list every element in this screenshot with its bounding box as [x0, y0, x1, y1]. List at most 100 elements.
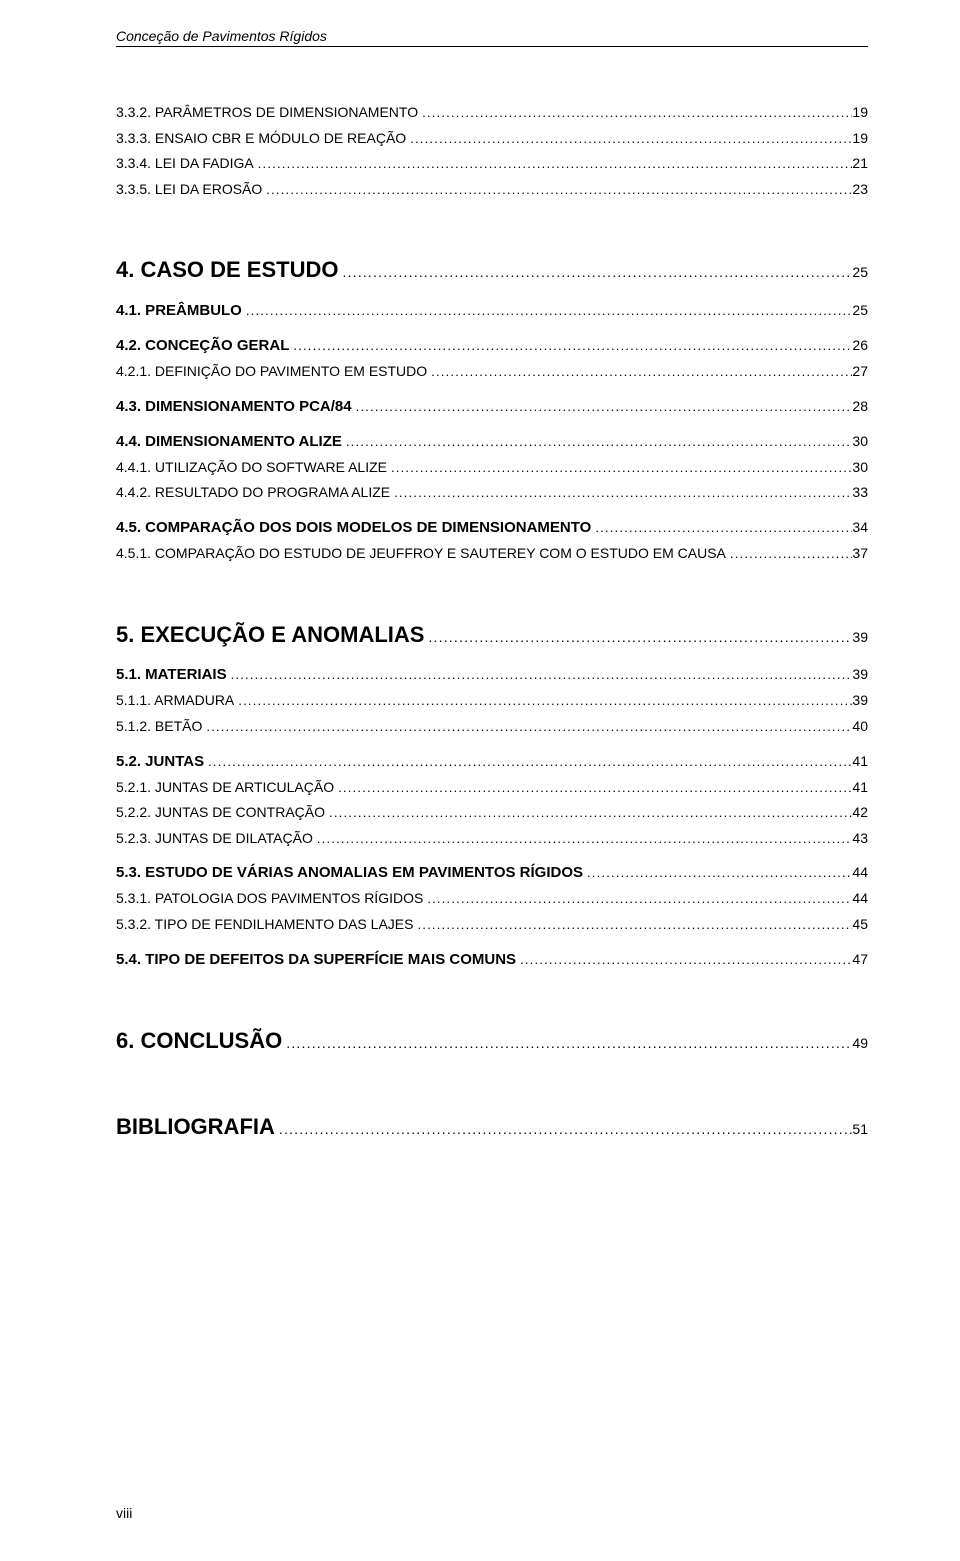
toc-leader: ........................................…: [423, 890, 852, 908]
toc-entry: 4.5. COMPARAÇÃO DOS DOIS MODELOS DE DIME…: [116, 517, 868, 538]
toc-leader: ........................................…: [254, 155, 853, 173]
toc-entry: 4.1. PREÂMBULO..........................…: [116, 300, 868, 321]
toc-entry-label: 5.3.1. PATOLOGIA DOS PAVIMENTOS RÍGIDOS: [116, 889, 423, 909]
toc-entry-label: 5.4. TIPO DE DEFEITOS DA SUPERFÍCIE MAIS…: [116, 949, 516, 970]
toc-entry: 3.3.4. LEI DA FADIGA....................…: [116, 154, 868, 174]
toc-entry-label: 4.3. DIMENSIONAMENTO PCA/84: [116, 396, 352, 417]
toc-entry: 6. CONCLUSÃO............................…: [116, 1026, 868, 1057]
toc-entry-page: 30: [852, 432, 868, 452]
toc-entry-page: 47: [852, 950, 868, 970]
toc-entry-label: 4.2. CONCEÇÃO GERAL: [116, 335, 289, 356]
toc-entry-page: 19: [852, 129, 868, 149]
toc-entry-page: 30: [852, 458, 868, 478]
toc-entry: 5.2.1. JUNTAS DE ARTICULAÇÃO............…: [116, 778, 868, 798]
toc-entry: 5.3. ESTUDO DE VÁRIAS ANOMALIAS EM PAVIM…: [116, 862, 868, 883]
toc-entry: 4.3. DIMENSIONAMENTO PCA/84.............…: [116, 396, 868, 417]
toc-entry: 5.2.3. JUNTAS DE DILATAÇÃO..............…: [116, 829, 868, 849]
toc-entry: 5.3.1. PATOLOGIA DOS PAVIMENTOS RÍGIDOS.…: [116, 889, 868, 909]
toc-entry-label: 5.2.2. JUNTAS DE CONTRAÇÃO: [116, 803, 325, 823]
toc-entry-label: 5.2. JUNTAS: [116, 751, 204, 772]
toc-leader: ........................................…: [583, 864, 852, 882]
toc-entry-page: 33: [852, 483, 868, 503]
toc-entry-label: 5.1.1. ARMADURA: [116, 691, 234, 711]
toc-entry-label: 4.2.1. DEFINIÇÃO DO PAVIMENTO EM ESTUDO: [116, 362, 427, 382]
toc-entry-page: 42: [852, 803, 868, 823]
toc-entry: 5.2.2. JUNTAS DE CONTRAÇÃO..............…: [116, 803, 868, 823]
toc-leader: ........................................…: [202, 718, 852, 736]
toc-entry-label: 4.5. COMPARAÇÃO DOS DOIS MODELOS DE DIME…: [116, 517, 591, 538]
toc-leader: ........................................…: [313, 830, 853, 848]
toc-entry-label: 5.3.2. TIPO DE FENDILHAMENTO DAS LAJES: [116, 915, 413, 935]
toc-entry-label: 5.1. MATERIAIS: [116, 664, 227, 685]
toc-entry-page: 34: [852, 518, 868, 538]
toc-leader: ........................................…: [242, 302, 853, 320]
footer-page-number: viii: [116, 1505, 132, 1521]
toc-entry: 3.3.3. ENSAIO CBR E MÓDULO DE REAÇÃO....…: [116, 129, 868, 149]
document-page: Conceção de Pavimentos Rígidos 3.3.2. PA…: [0, 0, 960, 1561]
toc-entry-label: 4.1. PREÂMBULO: [116, 300, 242, 321]
toc-leader: ........................................…: [262, 181, 852, 199]
toc-leader: ........................................…: [591, 519, 852, 537]
toc-entry-page: 49: [852, 1034, 868, 1054]
toc-entry-label: 4.4.2. RESULTADO DO PROGRAMA ALIZE: [116, 483, 390, 503]
toc-entry-label: 5.2.3. JUNTAS DE DILATAÇÃO: [116, 829, 313, 849]
toc-entry: 4.2. CONCEÇÃO GERAL.....................…: [116, 335, 868, 356]
toc-entry-label: 3.3.3. ENSAIO CBR E MÓDULO DE REAÇÃO: [116, 129, 406, 149]
toc-leader: ........................................…: [275, 1120, 853, 1140]
toc-entry: 5.1. MATERIAIS..........................…: [116, 664, 868, 685]
toc-entry-page: 44: [852, 863, 868, 883]
toc-leader: ........................................…: [234, 692, 852, 710]
toc-entry-label: 4.4. DIMENSIONAMENTO ALIZE: [116, 431, 342, 452]
toc-leader: ........................................…: [413, 916, 852, 934]
toc-entry-label: 3.3.5. LEI DA EROSÃO: [116, 180, 262, 200]
toc-entry: 3.3.2. PARÂMETROS DE DIMENSIONAMENTO....…: [116, 103, 868, 123]
toc-leader: ........................................…: [390, 484, 852, 502]
toc-entry: 4.4.2. RESULTADO DO PROGRAMA ALIZE......…: [116, 483, 868, 503]
toc-entry-page: 39: [852, 691, 868, 711]
toc-entry: BIBLIOGRAFIA............................…: [116, 1112, 868, 1143]
toc-entry-page: 39: [852, 665, 868, 685]
toc-leader: ........................................…: [406, 130, 852, 148]
toc-leader: ........................................…: [418, 104, 852, 122]
toc-leader: ........................................…: [325, 804, 852, 822]
toc-entry-page: 41: [852, 778, 868, 798]
running-header: Conceção de Pavimentos Rígidos: [116, 28, 868, 47]
toc-entry-page: 19: [852, 103, 868, 123]
toc-entry: 5.3.2. TIPO DE FENDILHAMENTO DAS LAJES..…: [116, 915, 868, 935]
toc-leader: ........................................…: [342, 433, 853, 451]
toc-entry: 4.4.1. UTILIZAÇÃO DO SOFTWARE ALIZE.....…: [116, 458, 868, 478]
toc-entry-page: 26: [852, 336, 868, 356]
toc-leader: ........................................…: [726, 545, 853, 563]
toc-entry-label: 4.5.1. COMPARAÇÃO DO ESTUDO DE JEUFFROY …: [116, 544, 726, 564]
toc-entry-page: 44: [852, 889, 868, 909]
toc-entry-page: 23: [852, 180, 868, 200]
toc-entry: 5.4. TIPO DE DEFEITOS DA SUPERFÍCIE MAIS…: [116, 949, 868, 970]
toc-entry-label: 5.2.1. JUNTAS DE ARTICULAÇÃO: [116, 778, 334, 798]
toc-entry: 5.2. JUNTAS.............................…: [116, 751, 868, 772]
toc-leader: ........................................…: [227, 666, 853, 684]
toc-entry-page: 45: [852, 915, 868, 935]
toc-entry-page: 28: [852, 397, 868, 417]
toc-entry: 4.4. DIMENSIONAMENTO ALIZE..............…: [116, 431, 868, 452]
toc-entry-page: 43: [852, 829, 868, 849]
toc-entry-label: BIBLIOGRAFIA: [116, 1112, 275, 1143]
toc-entry-label: 4. CASO DE ESTUDO: [116, 255, 338, 286]
toc-entry-page: 25: [852, 263, 868, 283]
toc-entry-page: 27: [852, 362, 868, 382]
toc-entry-page: 41: [852, 752, 868, 772]
toc-leader: ........................................…: [387, 459, 852, 477]
toc-entry: 4. CASO DE ESTUDO.......................…: [116, 255, 868, 286]
toc-leader: ........................................…: [204, 753, 852, 771]
toc-entry: 4.2.1. DEFINIÇÃO DO PAVIMENTO EM ESTUDO.…: [116, 362, 868, 382]
toc-entry-page: 51: [852, 1120, 868, 1140]
table-of-contents: 3.3.2. PARÂMETROS DE DIMENSIONAMENTO....…: [116, 103, 868, 1143]
toc-leader: ........................................…: [352, 398, 853, 416]
toc-entry-label: 4.4.1. UTILIZAÇÃO DO SOFTWARE ALIZE: [116, 458, 387, 478]
toc-entry: 5.1.2. BETÃO............................…: [116, 717, 868, 737]
toc-leader: ........................................…: [334, 779, 852, 797]
toc-entry: 3.3.5. LEI DA EROSÃO....................…: [116, 180, 868, 200]
toc-entry: 5.1.1. ARMADURA.........................…: [116, 691, 868, 711]
toc-entry: 5. EXECUÇÃO E ANOMALIAS.................…: [116, 620, 868, 651]
toc-entry-label: 5. EXECUÇÃO E ANOMALIAS: [116, 620, 424, 651]
toc-leader: ........................................…: [424, 628, 852, 648]
